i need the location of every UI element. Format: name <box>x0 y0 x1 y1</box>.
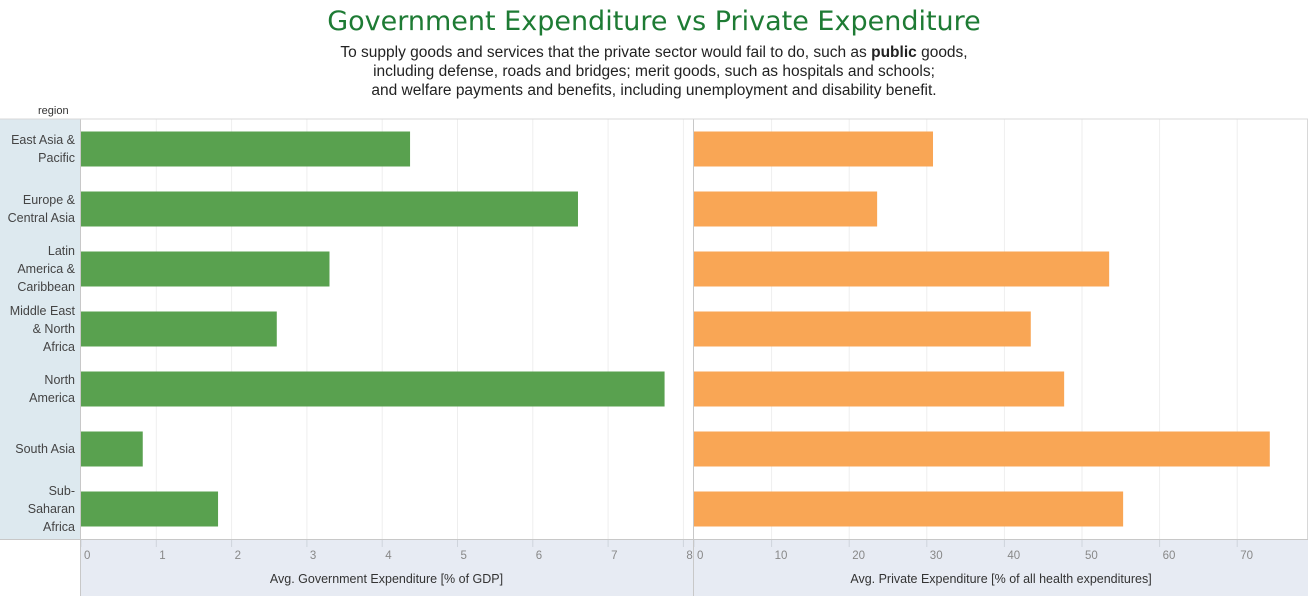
row-header-panel: East Asia & Pacific Europe & Central Asia La… <box>0 119 80 539</box>
private-axis-band <box>694 540 1308 596</box>
row-label: Latin America & Caribbean <box>0 242 75 296</box>
government-axis-title: Avg. Government Expenditure [% of GDP] <box>269 572 504 586</box>
private-bar <box>694 191 878 227</box>
government-axis-band <box>80 540 693 596</box>
row-label-line: Latin <box>47 244 75 258</box>
government-bar <box>81 491 219 527</box>
subtitle-line-1-start: To supply goods and services that the pr… <box>340 44 872 61</box>
government-tick-label: 6 <box>536 550 542 562</box>
row-label-line: Middle East <box>9 304 75 318</box>
row-label-line: Africa <box>43 520 75 534</box>
row-label-line: Saharan <box>27 502 75 516</box>
row-label: North America <box>0 371 75 407</box>
row-label: South Asia <box>0 440 75 458</box>
government-bar <box>81 311 277 347</box>
subtitle-line-1-end: goods, <box>916 44 968 61</box>
private-tick-label: 20 <box>852 550 865 562</box>
government-tick-label: 5 <box>461 550 467 562</box>
government-tick-label: 7 <box>611 550 617 562</box>
row-label-line: & North <box>32 322 75 336</box>
row-label: Sub- Saharan Africa <box>0 482 75 536</box>
government-tick-label: 0 <box>84 550 90 562</box>
government-tick-label: 8 <box>686 550 692 562</box>
region-header: region <box>38 105 69 117</box>
private-bar <box>694 131 934 167</box>
chart-subtitle: To supply goods and services that the pr… <box>0 43 1308 100</box>
government-tick-label: 3 <box>310 550 316 562</box>
row-label-line: Caribbean <box>17 280 75 294</box>
row-label-line: Central Asia <box>7 211 75 225</box>
row-label-line: America & <box>17 262 75 276</box>
private-tick-label: 60 <box>1163 550 1176 562</box>
row-label-line: Africa <box>43 340 75 354</box>
private-tick-label: 70 <box>1240 550 1253 562</box>
row-label-line: East Asia & <box>11 133 75 147</box>
row-label-line: North <box>44 373 75 387</box>
row-label: Europe & Central Asia <box>0 191 75 227</box>
private-tick-label: 0 <box>697 550 703 562</box>
subtitle-line-3: and welfare payments and benefits, inclu… <box>371 82 937 99</box>
private-tick-label: 10 <box>775 550 788 562</box>
row-label-line: South Asia <box>15 442 75 456</box>
row-label-line: Sub- <box>48 484 75 498</box>
private-tick-label: 50 <box>1085 550 1098 562</box>
row-label: East Asia & Pacific <box>0 131 75 167</box>
government-bar <box>81 371 665 407</box>
subtitle-line-2: including defense, roads and bridges; me… <box>373 63 935 80</box>
chart-title: Government Expenditure vs Private Expend… <box>327 6 981 37</box>
private-axis-title: Avg. Private Expenditure [% of all healt… <box>850 572 1152 586</box>
private-tick-label: 40 <box>1007 550 1020 562</box>
subtitle-bold-word: public <box>871 44 917 61</box>
government-tick-label: 2 <box>235 550 241 562</box>
private-tick-label: 30 <box>930 550 943 562</box>
subtitle-line-1: To supply goods and services that the pr… <box>0 43 1308 62</box>
row-label-line: Pacific <box>38 151 75 165</box>
private-bar <box>694 491 1124 527</box>
government-bar <box>81 251 330 287</box>
private-bar <box>694 311 1031 347</box>
row-label-line: America <box>29 391 75 405</box>
row-label: Middle East & North Africa <box>0 302 75 356</box>
private-bar <box>694 251 1110 287</box>
government-tick-label: 1 <box>159 550 165 562</box>
government-tick-label: 4 <box>385 550 392 562</box>
private-bar <box>694 431 1270 467</box>
government-bar <box>81 431 143 467</box>
private-bar <box>694 371 1065 407</box>
government-bar <box>81 191 578 227</box>
row-label-line: Europe & <box>22 193 75 207</box>
government-bar <box>81 131 411 167</box>
